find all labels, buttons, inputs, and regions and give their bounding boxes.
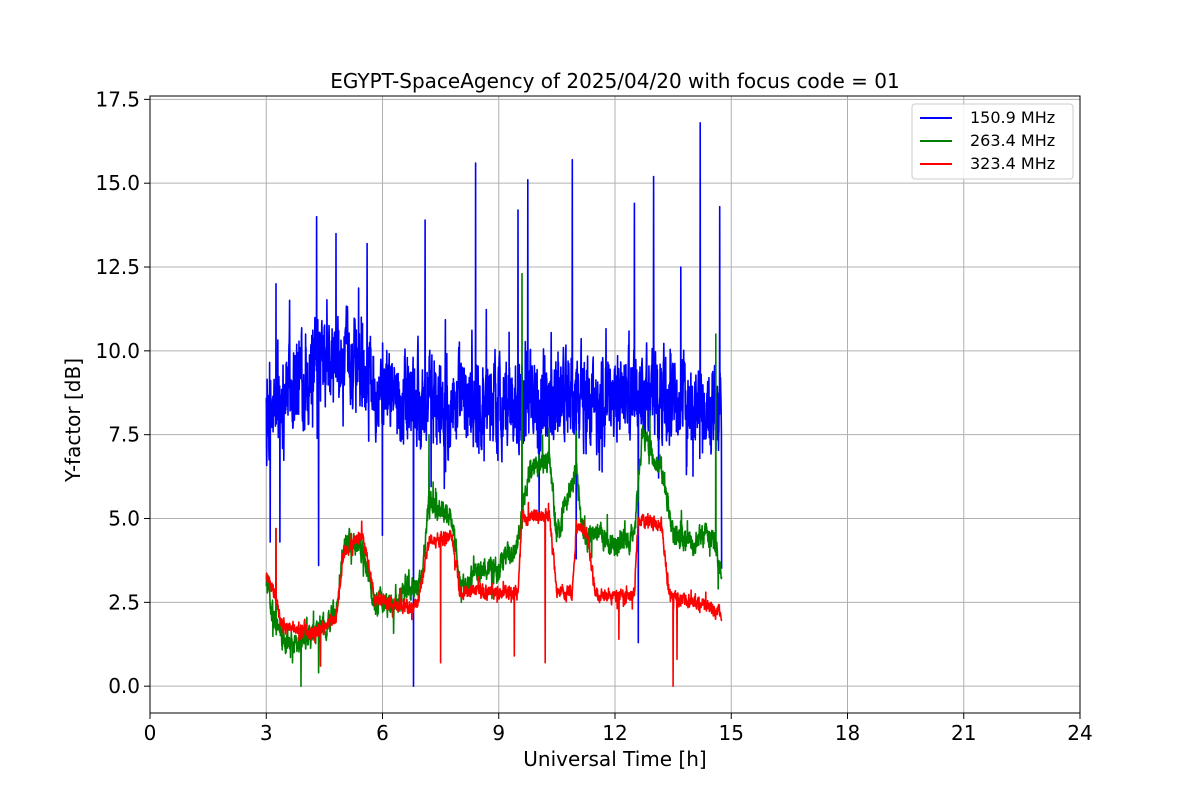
x-tick-label: 3 (260, 721, 273, 745)
y-tick-label: 12.5 (95, 255, 140, 279)
x-tick-label: 9 (492, 721, 505, 745)
x-tick-label: 12 (602, 721, 627, 745)
legend-box (911, 103, 1074, 180)
series-layer (265, 122, 723, 688)
legend-label: 263.4 MHz (970, 131, 1055, 150)
x-tick-label: 15 (719, 721, 744, 745)
x-tick-label: 24 (1067, 721, 1092, 745)
y-tick-label: 2.5 (108, 590, 140, 614)
y-tick-label: 5.0 (108, 507, 140, 531)
x-tick-label: 0 (144, 721, 157, 745)
series-line-2 (265, 272, 723, 688)
y-tick-label: 7.5 (108, 423, 140, 447)
y-tick-label: 0.0 (108, 674, 140, 698)
legend: 150.9 MHz 263.4 MHz 323.4 MHz (911, 103, 1074, 180)
y-tick-label: 10.0 (95, 339, 140, 363)
x-tick-label: 21 (951, 721, 976, 745)
y-tick-label: 17.5 (95, 87, 140, 111)
x-tick-label: 6 (376, 721, 389, 745)
legend-label: 150.9 MHz (970, 108, 1055, 127)
series-line-1 (265, 122, 723, 688)
ticks-layer: 0 3 6 9 12 15 18 21 24 0.0 2.5 5.0 7.5 10.0 12.5 15.0 17… (95, 87, 1092, 745)
y-tick-label: 15.0 (95, 171, 140, 195)
series-line-3 (265, 501, 723, 688)
y-axis-label: Y-factor [dB] (61, 358, 85, 483)
grid-layer (149, 96, 1081, 713)
legend-label: 323.4 MHz (970, 154, 1055, 173)
chart-title: EGYPT-SpaceAgency of 2025/04/20 with foc… (330, 69, 899, 93)
x-tick-label: 18 (835, 721, 860, 745)
x-axis-label: Universal Time [h] (523, 747, 706, 771)
